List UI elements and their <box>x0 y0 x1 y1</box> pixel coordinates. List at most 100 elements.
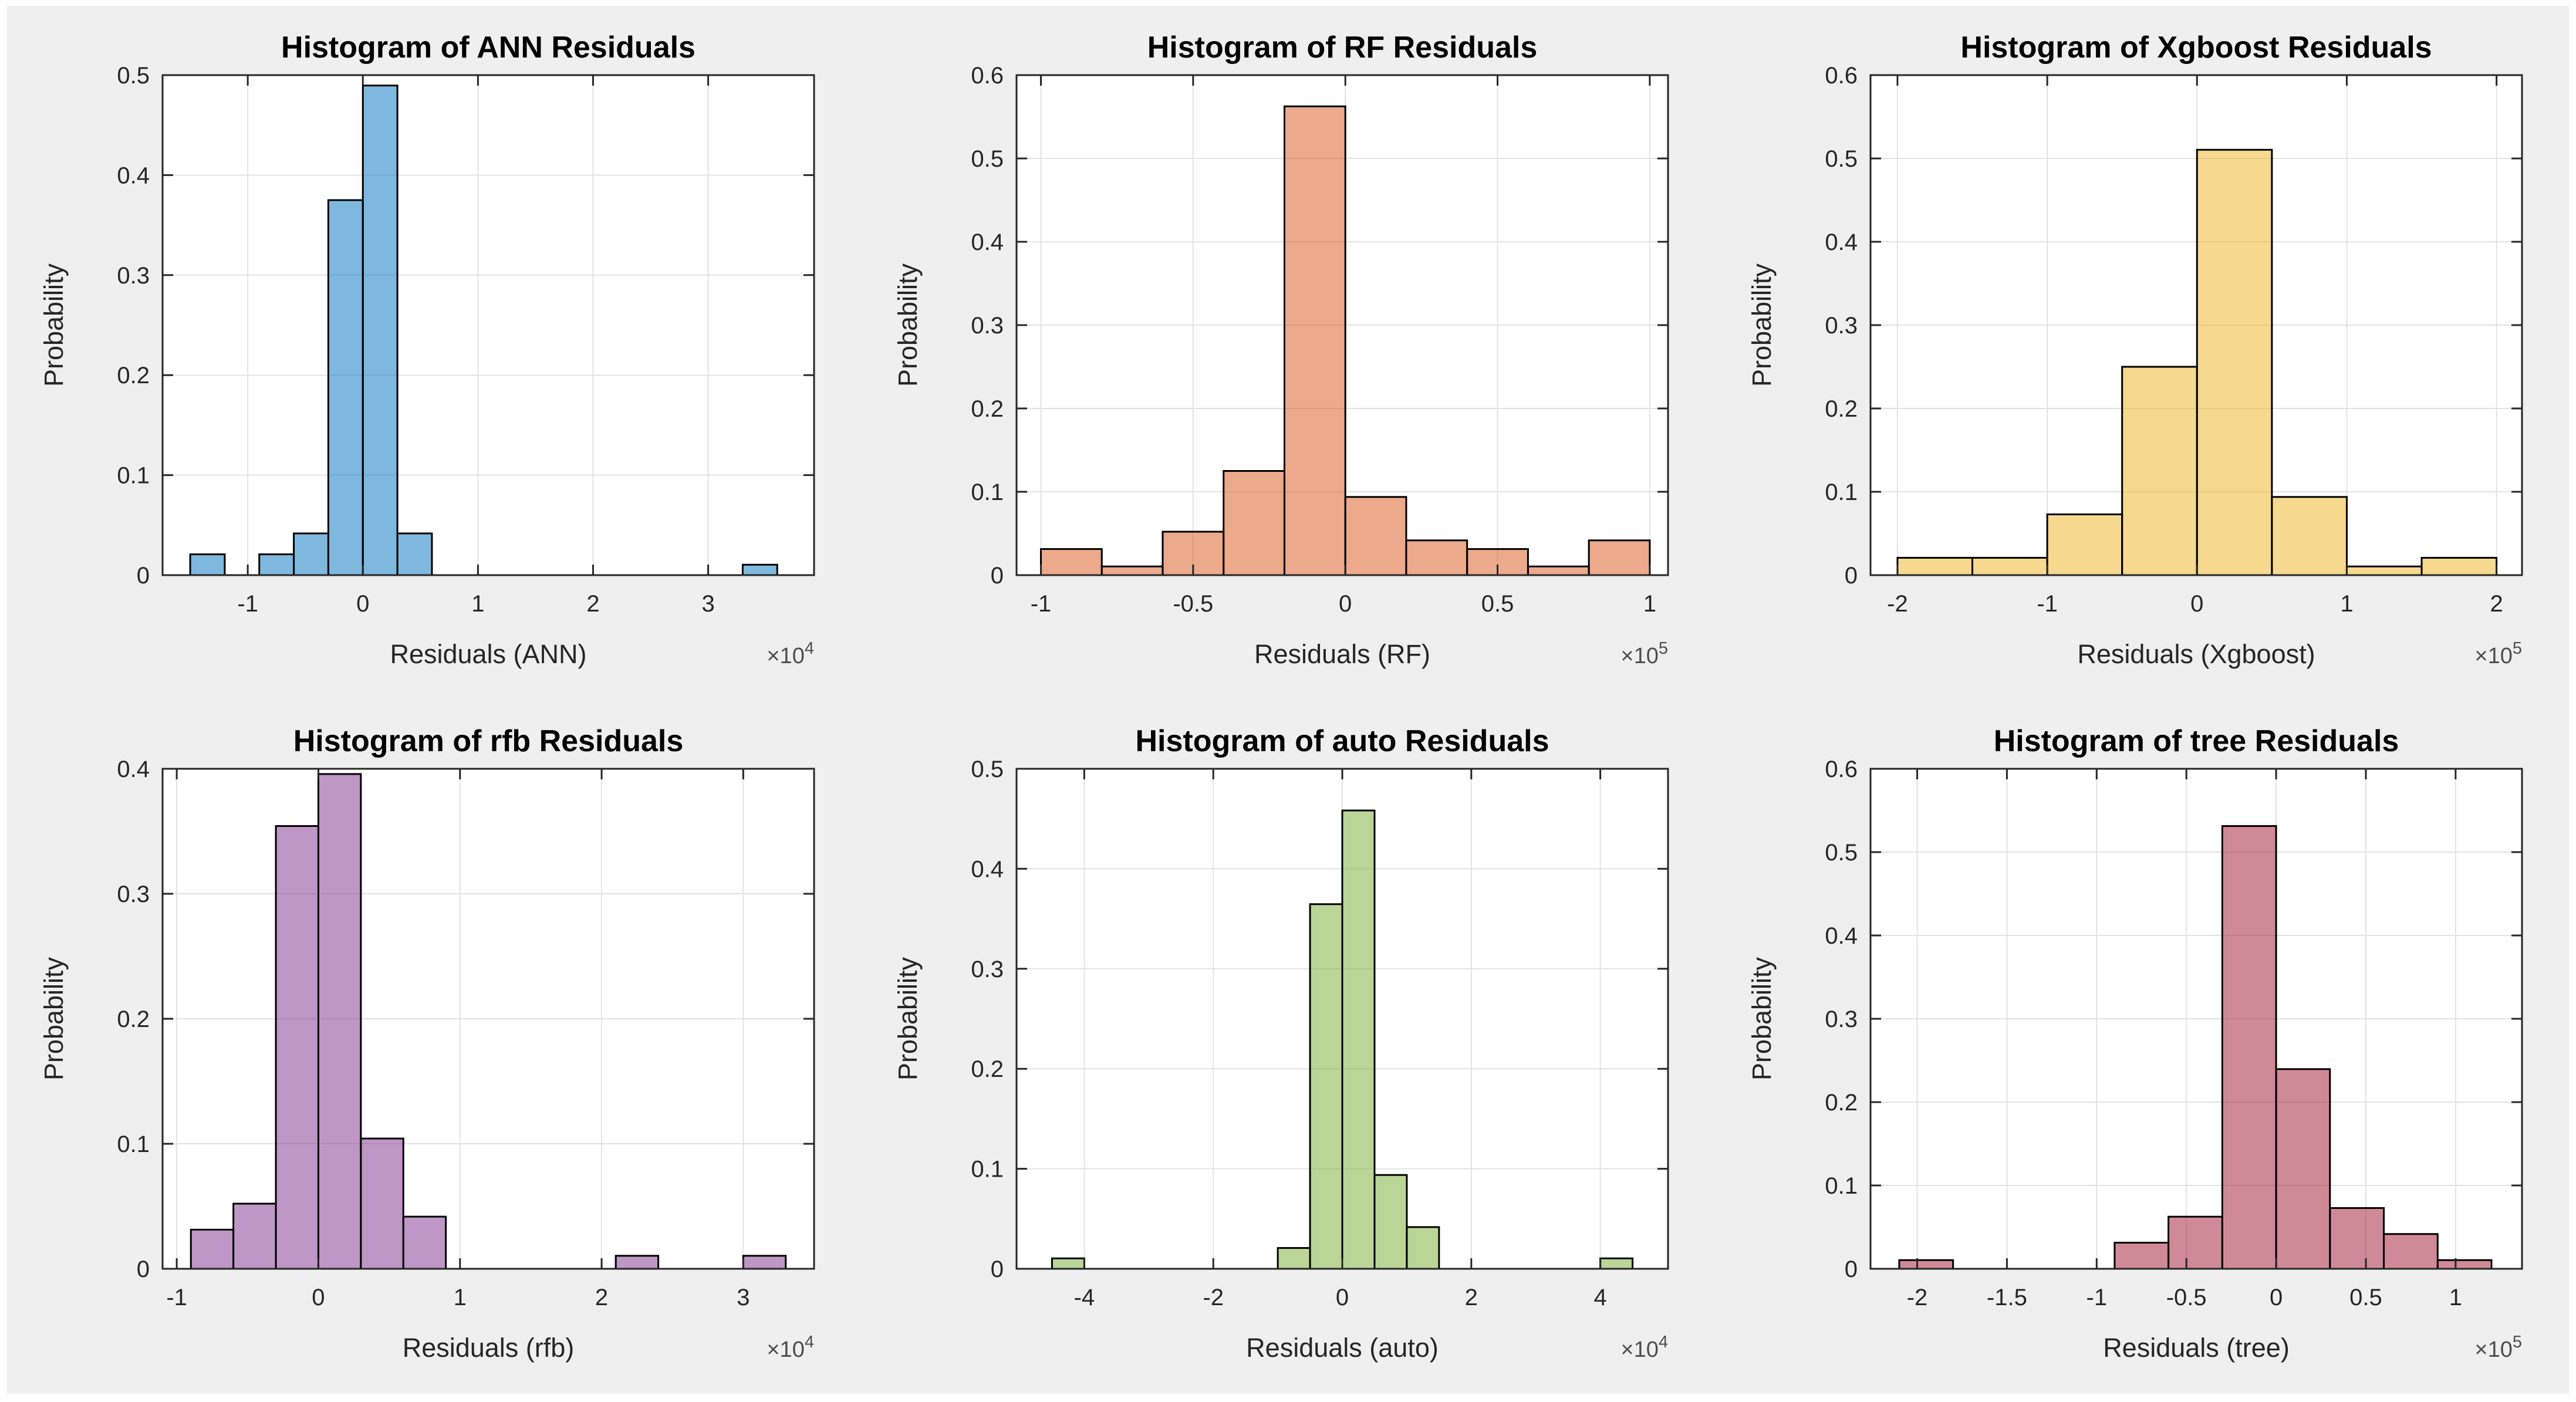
subplot-rf: -1 -0.5 0 0.5 1 0 0.1 0.2 0.3 0.4 0.5 0.6 Histogram… <box>861 6 1715 700</box>
y-tick-label: 0.5 <box>971 756 1004 782</box>
y-axis-label: Probability <box>1747 957 1777 1080</box>
histogram-bar <box>1898 1259 1954 1270</box>
histogram-bar <box>360 1137 404 1270</box>
chart-title: Histogram of auto Residuals <box>1136 724 1549 758</box>
x-tick-label: -1 <box>166 1285 187 1310</box>
histogram-plot-xgboost: -2 -1 0 1 2 0 0.1 0.2 0.3 0.4 0.5 0.6 Histogram of … <box>1747 31 2523 669</box>
y-tick-label: 0.3 <box>1825 1006 1858 1032</box>
y-tick-label: 0.6 <box>1825 756 1858 782</box>
x-tick-label: -2 <box>1887 591 1908 617</box>
histogram-bar <box>2275 1068 2331 1270</box>
x-tick-label: 0.5 <box>2349 1285 2382 1310</box>
x-tick-label: 1 <box>1643 591 1656 617</box>
y-axis-label: Probability <box>39 263 69 387</box>
y-axis-label: Probability <box>39 957 69 1080</box>
y-tick-label: 0.3 <box>1825 313 1858 339</box>
x-tick-label: 1 <box>2449 1285 2462 1310</box>
histogram-plot-rf: -1 -0.5 0 0.5 1 0 0.1 0.2 0.3 0.4 0.5 0.6 Histogram… <box>893 31 1669 669</box>
histogram-plot-ann: -1 0 1 2 3 0 0.1 0.2 0.3 0.4 0.5 Histogram of ANN … <box>39 31 815 669</box>
x-tick-label: 4 <box>1593 1285 1606 1310</box>
chart-title: Histogram of rfb Residuals <box>293 724 684 758</box>
y-tick-label: 0.4 <box>1825 923 1858 949</box>
histogram-bar <box>1405 539 1468 576</box>
histogram-bar <box>1527 565 1590 576</box>
histogram-bar <box>2436 1259 2493 1270</box>
histogram-bar <box>2196 148 2273 576</box>
x-axis-label: Residuals (Xgboost) <box>2077 639 2315 669</box>
chart-title: Histogram of tree Residuals <box>1994 724 2399 758</box>
histogram-bar <box>741 563 778 576</box>
subplot-xgboost: -2 -1 0 1 2 0 0.1 0.2 0.3 0.4 0.5 0.6 Histogram of … <box>1715 6 2569 700</box>
histogram-bar <box>1373 1174 1408 1270</box>
x-axis-label: Residuals (rfb) <box>403 1333 575 1363</box>
y-tick-label: 0 <box>991 1256 1004 1282</box>
x-tick-label: 3 <box>737 1285 749 1310</box>
axis-exponent-label: ×104 <box>767 1333 814 1362</box>
y-tick-label: 0 <box>1845 1256 1858 1282</box>
x-axis-label: Residuals (auto) <box>1246 1333 1439 1363</box>
histogram-bar <box>2271 496 2348 576</box>
y-tick-label: 0.6 <box>1825 63 1858 89</box>
histogram-bar <box>1588 539 1651 576</box>
chart-title: Histogram of ANN Residuals <box>281 31 696 65</box>
y-tick-label: 0.1 <box>1825 1173 1858 1199</box>
histogram-bar <box>1283 105 1346 576</box>
histogram-bar <box>1896 556 1974 576</box>
x-tick-label: 0 <box>1339 591 1352 617</box>
subplot-tree: -2 -1.5 -1 -0.5 0 0.5 1 0 0.1 0.2 0.3 0.4 0.5 0.6 His… <box>1715 700 2569 1393</box>
axis-exponent-label: ×104 <box>767 639 814 668</box>
x-tick-label: 1 <box>471 591 484 617</box>
y-tick-label: 0.4 <box>971 229 1004 255</box>
x-tick-label: 2 <box>586 591 599 617</box>
histogram-plot-rfb: -1 0 1 2 3 0 0.1 0.2 0.3 0.4 Histogram of rfb Res… <box>39 724 815 1363</box>
x-tick-label: -2 <box>1907 1285 1928 1310</box>
y-tick-label: 0 <box>137 563 150 589</box>
y-tick-label: 0.3 <box>971 313 1004 339</box>
y-tick-label: 0.1 <box>971 1157 1004 1183</box>
histogram-bar <box>2329 1207 2385 1270</box>
histogram-plot-auto: -4 -2 0 2 4 0 0.1 0.2 0.3 0.4 0.5 Histogram of aut… <box>893 724 1669 1363</box>
x-tick-label: -1.5 <box>1987 1285 2027 1310</box>
y-tick-label: 0.1 <box>1825 479 1858 505</box>
histogram-bar <box>189 553 226 576</box>
histogram-bar <box>2046 513 2123 576</box>
histogram-bar <box>1971 556 2048 576</box>
x-tick-label: -1 <box>1031 591 1052 617</box>
x-tick-label: 0 <box>356 591 369 617</box>
y-axis-label: Probability <box>1747 263 1777 387</box>
x-axis-label: Residuals (ANN) <box>390 639 586 669</box>
histogram-bar <box>275 825 319 1270</box>
x-tick-label: -1 <box>2087 1285 2108 1310</box>
chart-title: Histogram of RF Residuals <box>1147 31 1538 65</box>
histogram-bar <box>2114 1242 2170 1270</box>
y-tick-label: 0.4 <box>1825 229 1858 255</box>
x-tick-label: -1 <box>237 591 258 617</box>
y-tick-label: 0 <box>991 563 1004 589</box>
y-axis-label: Probability <box>893 957 923 1080</box>
y-tick-label: 0.3 <box>117 881 150 907</box>
subplot-rfb: -1 0 1 2 3 0 0.1 0.2 0.3 0.4 Histogram of rfb Res… <box>7 700 861 1393</box>
histogram-plot-tree: -2 -1.5 -1 -0.5 0 0.5 1 0 0.1 0.2 0.3 0.4 0.5 0.6 His… <box>1747 724 2523 1363</box>
histogram-bar <box>396 532 433 576</box>
histogram-bar <box>1039 548 1103 576</box>
y-tick-label: 0.4 <box>117 756 150 782</box>
x-tick-label: 0 <box>2270 1285 2283 1310</box>
y-tick-label: 0.2 <box>117 363 150 388</box>
histogram-bar <box>1341 809 1376 1270</box>
axis-exponent-label: ×104 <box>1620 1333 1668 1362</box>
y-tick-label: 0.5 <box>1825 840 1858 866</box>
x-tick-label: -2 <box>1203 1285 1224 1310</box>
histogram-bar <box>1344 496 1407 576</box>
y-axis-label: Probability <box>893 263 923 387</box>
histogram-bar <box>615 1255 660 1270</box>
x-tick-label: 0 <box>312 1285 325 1310</box>
y-tick-label: 0.3 <box>971 957 1004 982</box>
histogram-bar <box>258 553 295 576</box>
subplot-auto: -4 -2 0 2 4 0 0.1 0.2 0.3 0.4 0.5 Histogram of aut… <box>861 700 1715 1393</box>
axis-exponent-label: ×105 <box>2474 639 2522 668</box>
x-tick-label: 0 <box>2190 591 2203 617</box>
histogram-bar <box>1223 470 1285 576</box>
histogram-bar <box>2383 1233 2439 1270</box>
histogram-bar <box>1309 903 1343 1270</box>
x-tick-label: 2 <box>1465 1285 1478 1310</box>
